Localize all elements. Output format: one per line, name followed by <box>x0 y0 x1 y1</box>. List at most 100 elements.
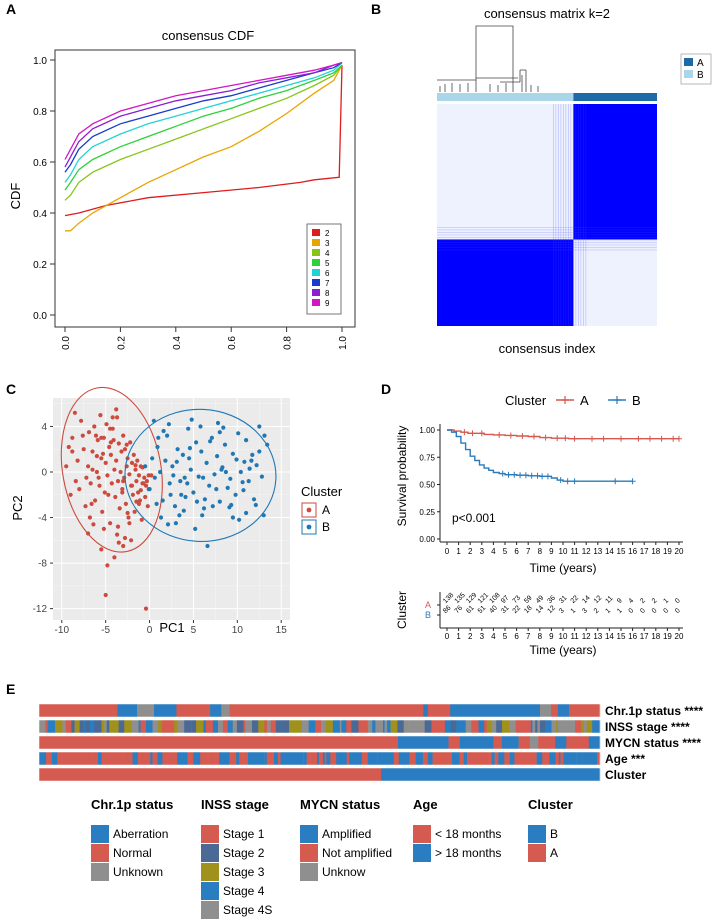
chart-d-xtick-label: 16 <box>628 547 637 556</box>
scatter-point-b <box>165 433 170 438</box>
scatter-point-b <box>182 475 187 480</box>
scatter-point-b <box>143 464 148 469</box>
track-stripe <box>177 720 185 733</box>
legend-swatch-k3 <box>312 239 320 246</box>
track-stripe <box>222 720 229 733</box>
track-stripe <box>295 752 298 765</box>
track-stripe <box>162 752 168 765</box>
track-stripe <box>486 720 492 733</box>
censor-mark-a <box>647 435 653 442</box>
track-stripe <box>79 720 85 733</box>
track-stripe <box>212 720 219 733</box>
legend-swatch <box>201 825 219 843</box>
chart-c-ytick-label: -8 <box>38 559 47 570</box>
scatter-point-b <box>174 459 179 464</box>
scatter-point-a <box>90 467 95 472</box>
censor-mark-a <box>600 435 607 442</box>
track-stripe <box>124 720 132 733</box>
track-segment <box>229 704 424 717</box>
track-stripe <box>57 752 62 765</box>
scatter-point-a <box>88 481 93 486</box>
cdf-line-k8 <box>64 61 343 168</box>
scatter-point-b <box>166 422 171 427</box>
scatter-point-a <box>89 501 94 506</box>
risk-xtick-label: 3 <box>480 632 485 641</box>
track-stripe <box>509 752 515 765</box>
chart-d-xtick-label: 2 <box>468 547 473 556</box>
censor-mark-a <box>618 435 624 442</box>
track-stripe <box>73 752 80 765</box>
scatter-point-a <box>122 447 128 452</box>
track-stripe <box>303 752 308 765</box>
scatter-point-b <box>147 487 152 492</box>
cdf-line-k3 <box>65 64 343 232</box>
track-stripe <box>568 752 572 765</box>
track-stripe <box>349 752 357 765</box>
risk-count: 138 <box>442 592 455 605</box>
scatter-point-a <box>86 531 91 536</box>
track-stripe <box>597 752 601 765</box>
track-stripe <box>177 752 182 765</box>
chart-c-ylabel: PC2 <box>10 495 25 520</box>
track-stripe <box>109 720 117 733</box>
risk-count: 0 <box>639 607 647 615</box>
track-segment <box>569 704 601 717</box>
track-stripe <box>595 720 601 733</box>
scatter-point-b <box>178 479 183 484</box>
risk-count: 12 <box>546 604 557 615</box>
track-border <box>38 735 601 750</box>
scatter-point-b <box>251 497 257 502</box>
track-stripe <box>297 752 304 765</box>
track-stripe <box>346 720 352 733</box>
track-stripe <box>355 752 363 765</box>
scatter-point-a <box>114 407 119 412</box>
risk-count: 86 <box>442 604 453 615</box>
censor-mark-a <box>531 433 537 440</box>
track-stripe <box>536 752 543 765</box>
chart-b-legend-box <box>680 53 712 85</box>
censor-mark-a <box>478 430 485 437</box>
legend-label-b: B <box>697 70 704 81</box>
risk-count: 61 <box>465 604 476 615</box>
track-stripe <box>55 720 63 733</box>
track-stripe <box>424 720 432 733</box>
scatter-point-a <box>127 521 132 526</box>
track-segment <box>117 704 138 717</box>
scatter-point-b <box>222 442 228 447</box>
scatter-point-a <box>120 490 125 495</box>
scatter-point-b <box>175 447 180 452</box>
scatter-point-b <box>265 442 270 447</box>
risk-count: 73 <box>512 594 523 605</box>
scatter-point-b <box>188 467 193 472</box>
censor-mark-b <box>505 471 512 478</box>
scatter-point-b <box>168 492 173 497</box>
risk-xtick-label: 15 <box>617 632 626 641</box>
track-stripe <box>248 752 256 765</box>
track-stripe <box>245 720 253 733</box>
track-segment <box>154 704 177 717</box>
track-border <box>38 703 601 718</box>
risk-count: 31 <box>500 604 511 615</box>
track-stripe <box>504 752 508 765</box>
chart-c-ytick-label: -12 <box>33 604 48 615</box>
track-stripe <box>525 752 534 765</box>
risk-count: 108 <box>488 592 501 605</box>
scatter-point-a <box>120 487 125 492</box>
censor-mark-a <box>507 432 514 439</box>
chart-d-ytick-label: 0.50 <box>419 481 435 490</box>
scatter-point-a <box>116 540 121 545</box>
track-segment <box>221 704 230 717</box>
scatter-point-a <box>131 452 136 457</box>
chart-a-title: consensus CDF <box>162 28 255 43</box>
scatter-point-b <box>171 473 176 478</box>
track-stripe <box>339 720 342 733</box>
censor-mark-b <box>517 472 524 479</box>
scatter-point-b <box>228 476 233 481</box>
legend-swatch <box>91 844 109 862</box>
track-stripe <box>227 720 231 733</box>
track-segment <box>137 704 155 717</box>
scatter-point-a <box>93 498 98 503</box>
chart-d-ytick-label: 0.00 <box>419 535 435 544</box>
track-stripe <box>556 720 559 733</box>
censor-mark-a <box>469 430 476 437</box>
